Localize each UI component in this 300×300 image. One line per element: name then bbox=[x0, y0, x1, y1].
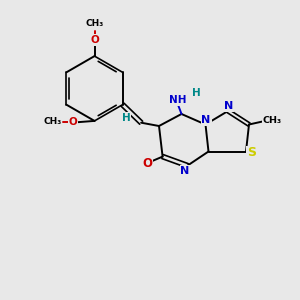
Text: H: H bbox=[122, 113, 130, 123]
Text: CH₃: CH₃ bbox=[44, 117, 62, 126]
Text: H: H bbox=[192, 88, 201, 98]
Text: NH: NH bbox=[169, 95, 187, 105]
Text: S: S bbox=[248, 146, 256, 160]
Text: N: N bbox=[181, 166, 190, 176]
Text: O: O bbox=[90, 35, 99, 45]
Text: N: N bbox=[202, 115, 211, 125]
Text: O: O bbox=[142, 157, 152, 170]
Text: CH₃: CH₃ bbox=[85, 20, 103, 28]
Text: CH₃: CH₃ bbox=[262, 116, 282, 125]
Text: N: N bbox=[224, 101, 233, 111]
Text: O: O bbox=[68, 117, 77, 127]
